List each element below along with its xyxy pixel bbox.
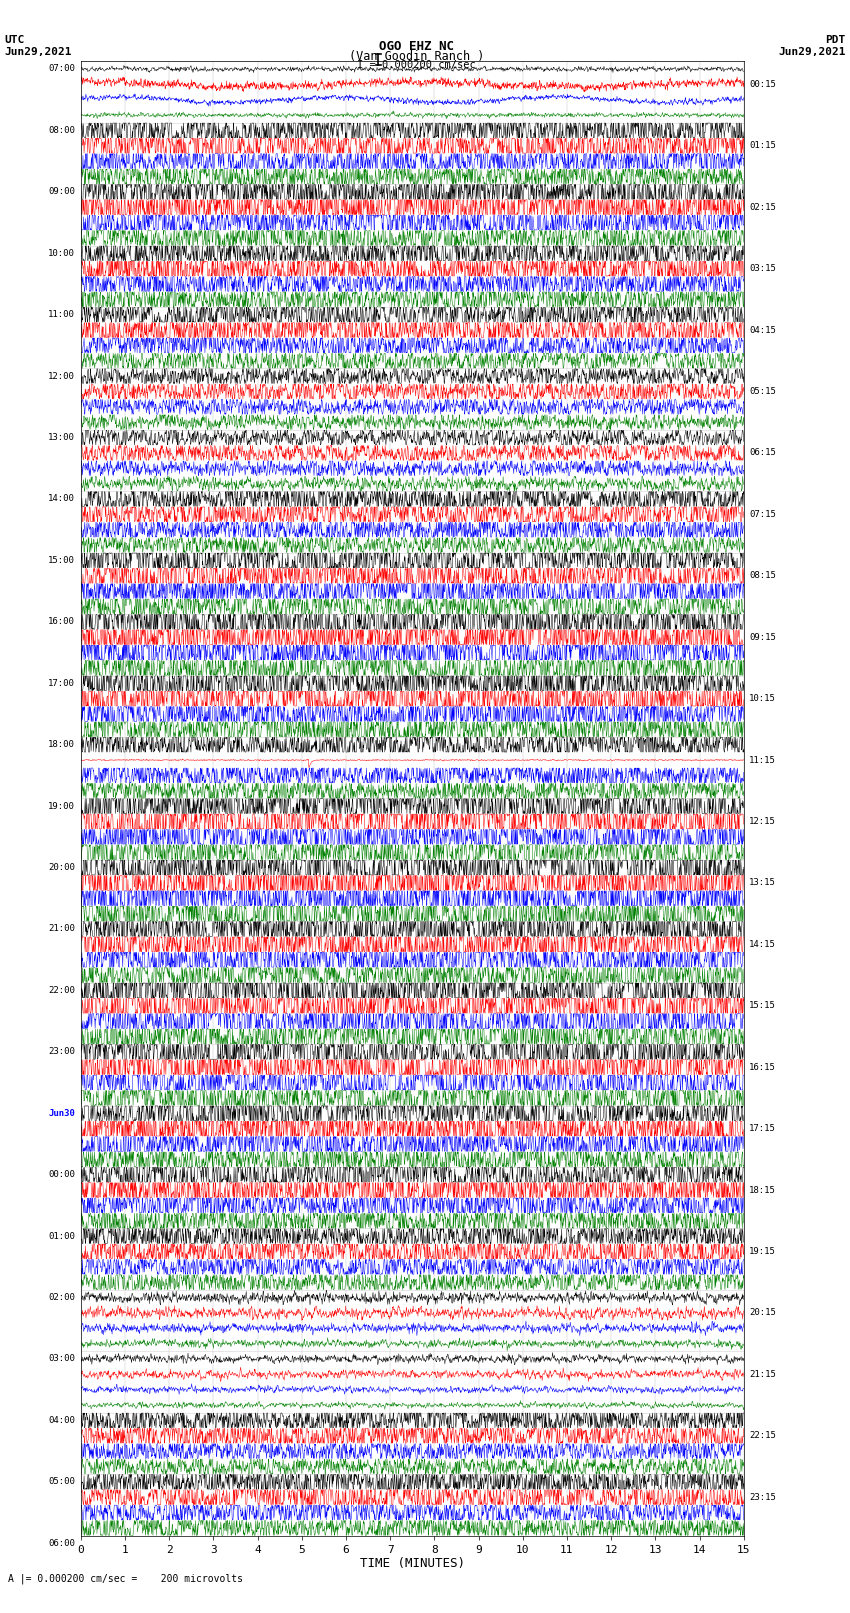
Text: 20:15: 20:15 <box>750 1308 776 1318</box>
Text: 02:15: 02:15 <box>750 203 776 211</box>
Text: 00:00: 00:00 <box>48 1169 75 1179</box>
Text: 07:15: 07:15 <box>750 510 776 519</box>
Text: 13:00: 13:00 <box>48 432 75 442</box>
Text: 04:15: 04:15 <box>750 326 776 334</box>
Text: 08:15: 08:15 <box>750 571 776 581</box>
Text: A |= 0.000200 cm/sec =    200 microvolts: A |= 0.000200 cm/sec = 200 microvolts <box>8 1573 243 1584</box>
Text: PDT: PDT <box>825 35 846 45</box>
Text: 15:15: 15:15 <box>750 1002 776 1010</box>
Text: (Van Goodin Ranch ): (Van Goodin Ranch ) <box>348 50 484 63</box>
Text: 23:00: 23:00 <box>48 1047 75 1057</box>
Text: 00:15: 00:15 <box>750 79 776 89</box>
Text: 11:00: 11:00 <box>48 310 75 319</box>
Text: 22:00: 22:00 <box>48 986 75 995</box>
Text: Jun30: Jun30 <box>48 1108 75 1118</box>
Text: 07:00: 07:00 <box>48 65 75 74</box>
Text: 18:00: 18:00 <box>48 740 75 748</box>
Text: 21:00: 21:00 <box>48 924 75 934</box>
Text: 17:15: 17:15 <box>750 1124 776 1132</box>
Text: I = 0.000200 cm/sec: I = 0.000200 cm/sec <box>357 60 476 69</box>
Text: 02:00: 02:00 <box>48 1294 75 1302</box>
Text: 16:00: 16:00 <box>48 618 75 626</box>
Text: 03:15: 03:15 <box>750 265 776 273</box>
Text: 05:15: 05:15 <box>750 387 776 395</box>
Text: 19:00: 19:00 <box>48 802 75 811</box>
Text: 13:15: 13:15 <box>750 879 776 887</box>
Text: 04:00: 04:00 <box>48 1416 75 1424</box>
Text: OGO EHZ NC: OGO EHZ NC <box>379 40 454 53</box>
Text: 16:15: 16:15 <box>750 1063 776 1071</box>
Text: 05:00: 05:00 <box>48 1478 75 1486</box>
Text: 06:15: 06:15 <box>750 448 776 458</box>
Text: 19:15: 19:15 <box>750 1247 776 1257</box>
Text: 12:15: 12:15 <box>750 816 776 826</box>
X-axis label: TIME (MINUTES): TIME (MINUTES) <box>360 1558 465 1571</box>
Text: 15:00: 15:00 <box>48 556 75 565</box>
Text: 12:00: 12:00 <box>48 371 75 381</box>
Text: 14:15: 14:15 <box>750 940 776 948</box>
Text: 10:15: 10:15 <box>750 694 776 703</box>
Text: 03:00: 03:00 <box>48 1355 75 1363</box>
Text: 01:15: 01:15 <box>750 142 776 150</box>
Text: 18:15: 18:15 <box>750 1186 776 1195</box>
Text: 01:00: 01:00 <box>48 1232 75 1240</box>
Text: 21:15: 21:15 <box>750 1369 776 1379</box>
Text: 09:00: 09:00 <box>48 187 75 197</box>
Text: UTC: UTC <box>4 35 25 45</box>
Text: 22:15: 22:15 <box>750 1431 776 1440</box>
Text: Jun29,2021: Jun29,2021 <box>779 47 846 56</box>
Text: 09:15: 09:15 <box>750 632 776 642</box>
Text: 08:00: 08:00 <box>48 126 75 135</box>
Text: 11:15: 11:15 <box>750 755 776 765</box>
Text: 10:00: 10:00 <box>48 248 75 258</box>
Text: 23:15: 23:15 <box>750 1492 776 1502</box>
Text: 14:00: 14:00 <box>48 495 75 503</box>
Text: 20:00: 20:00 <box>48 863 75 873</box>
Text: Jun29,2021: Jun29,2021 <box>4 47 71 56</box>
Text: 06:00: 06:00 <box>48 1539 75 1548</box>
Text: 17:00: 17:00 <box>48 679 75 687</box>
